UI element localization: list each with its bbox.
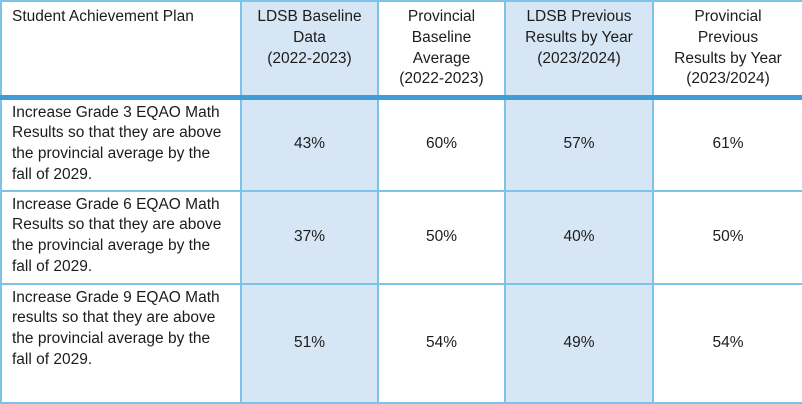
header-label-line: (2022-2023) — [267, 49, 352, 67]
plan-text-grade-3: Increase Grade 3 EQAO Math Results so th… — [0, 96, 242, 192]
value-ldsb-previous-grade-6: 40% — [504, 189, 654, 285]
header-label-line: LDSB Previous — [526, 8, 632, 25]
value-provincial-baseline-grade-6: 50% — [377, 189, 506, 285]
value-provincial-previous-grade-9: 54% — [652, 282, 802, 404]
value-ldsb-baseline-grade-6: 37% — [240, 189, 379, 285]
table-row-grade-9: Increase Grade 9 EQAO Math results so th… — [0, 282, 802, 404]
header-label-line: Provincial — [694, 8, 762, 25]
header-provincial-previous-results: Provincial Previous Results by Year (202… — [652, 0, 802, 100]
header-label-line: (2023/2024) — [537, 49, 621, 67]
value-provincial-baseline-grade-9: 54% — [377, 282, 506, 404]
header-label-line: Average — [412, 49, 471, 67]
header-label-line: (2022-2023) — [399, 70, 484, 88]
table-row-grade-6: Increase Grade 6 EQAO Math Results so th… — [0, 189, 802, 285]
header-row: Student Achievement Plan LDSB Baseline D… — [0, 0, 802, 100]
value-ldsb-previous-grade-9: 49% — [504, 282, 654, 404]
header-label-line: Data — [293, 28, 326, 46]
value-provincial-previous-grade-6: 50% — [652, 189, 802, 285]
value-provincial-baseline-grade-3: 60% — [377, 96, 506, 192]
header-provincial-baseline-average: Provincial Baseline Average (2022-2023) — [377, 0, 506, 100]
header-label-line: Previous — [697, 28, 759, 46]
header-label-line: Provincial — [407, 8, 476, 25]
value-ldsb-previous-grade-3: 57% — [504, 96, 654, 192]
header-label-line: Results by Year — [525, 28, 633, 46]
header-student-achievement-plan: Student Achievement Plan — [0, 0, 242, 100]
header-label-line: (2023/2024) — [686, 70, 770, 88]
header-label-line: LDSB Baseline — [257, 8, 362, 25]
value-ldsb-baseline-grade-3: 43% — [240, 96, 379, 192]
value-provincial-previous-grade-3: 61% — [652, 96, 802, 192]
plan-text-grade-6: Increase Grade 6 EQAO Math Results so th… — [0, 189, 242, 285]
plan-text-grade-9: Increase Grade 9 EQAO Math results so th… — [0, 282, 242, 404]
value-ldsb-baseline-grade-9: 51% — [240, 282, 379, 404]
header-label-line: Baseline — [411, 28, 472, 46]
header-label: Student Achievement Plan — [12, 8, 194, 25]
header-ldsb-previous-results: LDSB Previous Results by Year (2023/2024… — [504, 0, 654, 100]
header-ldsb-baseline-data: LDSB Baseline Data (2022-2023) — [240, 0, 379, 100]
table-row-grade-3: Increase Grade 3 EQAO Math Results so th… — [0, 96, 802, 192]
header-label-line: Results by Year — [674, 49, 782, 67]
